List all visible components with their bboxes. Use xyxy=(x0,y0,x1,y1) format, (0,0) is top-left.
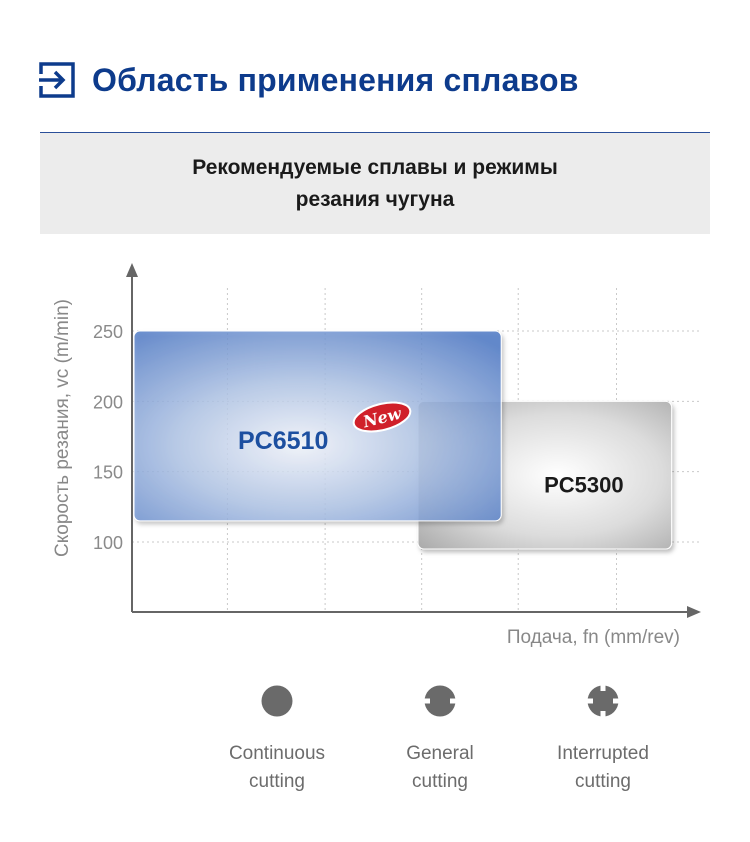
y-axis-label: Скорость резания, vc (m/min) xyxy=(52,299,73,557)
mode-label-line2: cutting xyxy=(412,771,468,792)
enter-arrow-icon xyxy=(38,60,78,100)
mode-label-line1: Continuous xyxy=(228,743,326,764)
mode-label-line2: cutting xyxy=(249,771,305,792)
general-cutting-icon xyxy=(423,685,457,717)
y-tick-label: 100 xyxy=(93,533,123,553)
cutting-modes: Continuous cutting General cutting Inter… xyxy=(0,680,750,800)
region-label-pc6510: PC6510 xyxy=(238,427,328,455)
chart-caption-banner: Рекомендуемые сплавы и режимы резания чу… xyxy=(40,133,710,234)
y-tick-label: 150 xyxy=(93,463,123,483)
y-tick-label: 200 xyxy=(93,392,123,412)
axes xyxy=(126,263,701,618)
region-pc6510 xyxy=(133,330,502,522)
mode-label-line1: General xyxy=(406,743,474,764)
mode-interrupted: Interrupted cutting xyxy=(523,684,683,796)
x-axis-label: Подача, fn (mm/rev) xyxy=(507,627,680,648)
mode-label-line2: cutting xyxy=(575,771,631,792)
region-layer: PC6510 New PC5300 xyxy=(133,330,673,550)
section-header: Область применения сплавов xyxy=(38,54,579,106)
header-divider xyxy=(40,132,710,133)
continuous-cutting-icon xyxy=(261,685,293,717)
caption-line-2: резания чугуна xyxy=(295,187,455,211)
y-tick-labels: 100 150 200 250 xyxy=(93,322,123,553)
mode-label-interrupted: Interrupted cutting xyxy=(523,740,683,796)
y-axis-arrow xyxy=(126,263,138,277)
interrupted-cutting-icon xyxy=(586,684,620,718)
x-axis-arrow xyxy=(687,606,701,618)
mode-label-continuous: Continuous cutting xyxy=(197,740,357,796)
region-label-pc5300: PC5300 xyxy=(544,472,624,497)
mode-label-line1: Interrupted xyxy=(557,743,649,764)
y-tick-label: 250 xyxy=(93,322,123,342)
mode-label-general: General cutting xyxy=(360,740,520,796)
caption-line-1: Рекомендуемые сплавы и режимы xyxy=(192,155,558,179)
mode-general: General cutting xyxy=(360,684,520,796)
page-title: Область применения сплавов xyxy=(92,61,579,98)
new-badge: New xyxy=(352,401,412,433)
alloy-application-chart: PC6510 New PC5300 100 150 200 250 Скорость ре… xyxy=(52,263,701,648)
mode-continuous: Continuous cutting xyxy=(197,684,357,796)
